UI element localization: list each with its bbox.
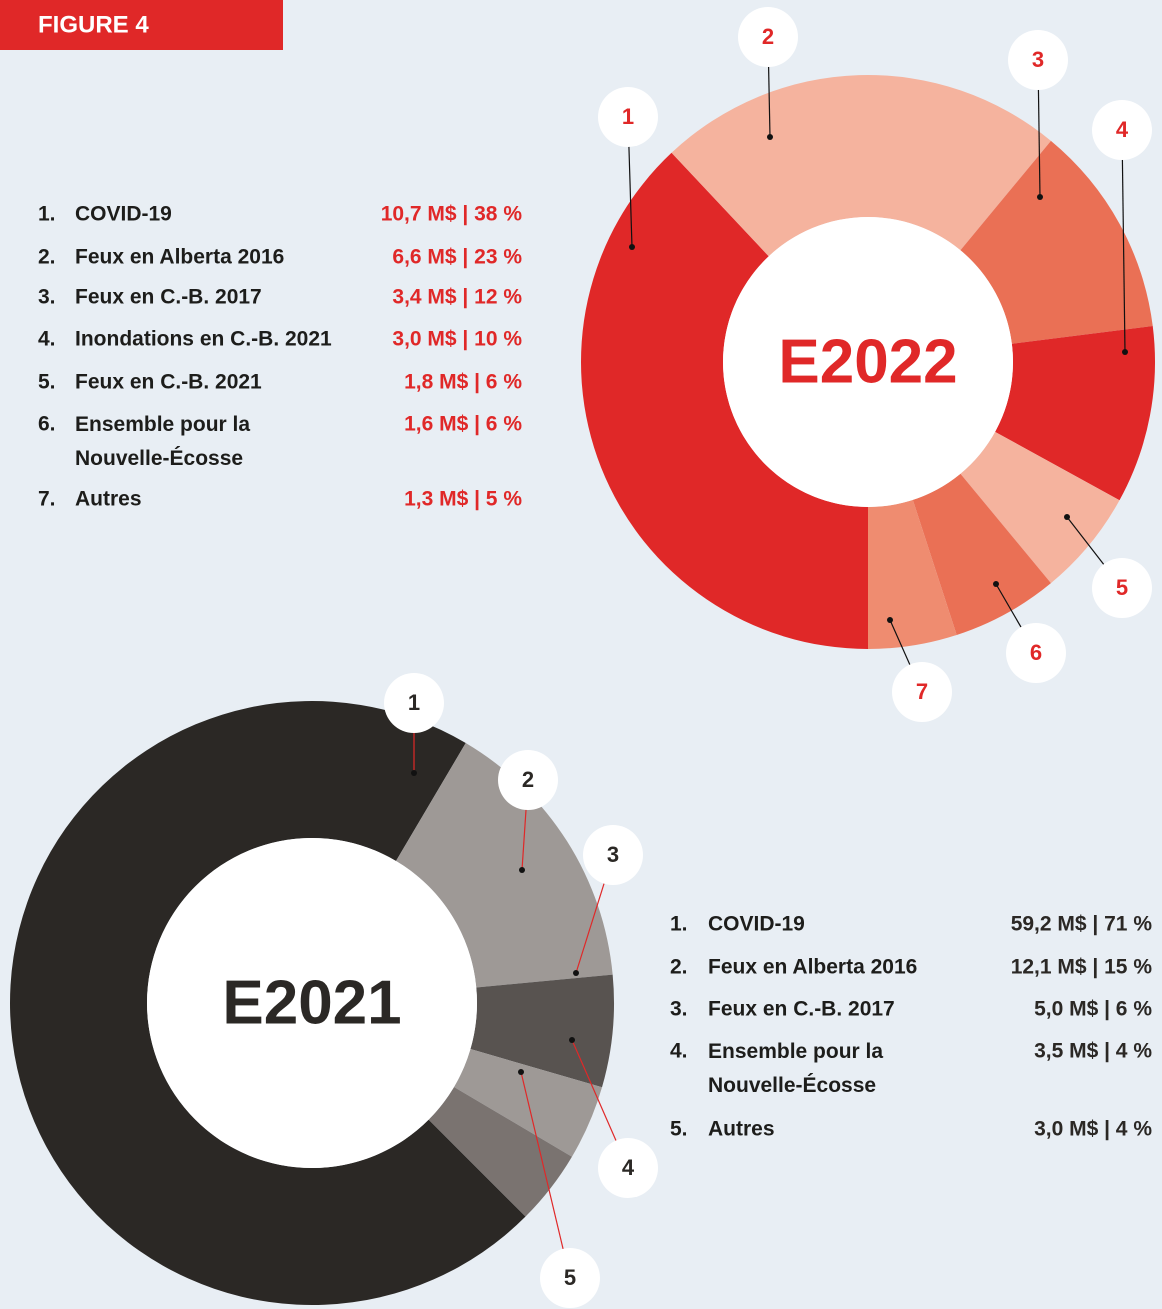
legend-key: 4. [670,1040,688,1063]
legend-key: 1. [38,203,56,226]
key-badge-label: 2 [762,24,774,49]
key-badge [892,662,952,722]
key-badge-label: 6 [1030,640,1042,665]
key-badge [598,1138,658,1198]
key-badge-label: 7 [916,679,928,704]
legend-value: 10,7 M$ | 38 % [381,203,523,226]
legend-name: Inondations en C.-B. 2021 [75,328,332,351]
donut-segment [960,431,1120,584]
leader-dot [767,134,773,140]
legend-name: Autres [708,1118,775,1141]
leader-dot [573,970,579,976]
legend-value: 6,6 M$ | 23 % [392,246,522,269]
legend-key: 2. [670,956,688,979]
leader-dot [518,1069,524,1075]
key-badge [540,1248,600,1308]
donut-segment [868,499,957,649]
leader-dot [411,770,417,776]
key-badge [1092,100,1152,160]
donut-segment [912,473,1051,635]
legend-name: Feux en C.-B. 2021 [75,371,262,394]
key-badge [1008,30,1068,90]
legend-key: 3. [670,998,688,1021]
legend-name: Ensemble pour la Nouvelle-Écosse [708,1040,883,1097]
donut-segment [671,74,1051,257]
leader-dot [629,244,635,250]
legend-value: 3,0 M$ | 4 % [1034,1118,1152,1141]
center-label: E2021 [222,968,401,1037]
legend-key: 5. [38,371,56,394]
donut-segment [428,1086,572,1217]
key-badge-label: 3 [607,842,619,867]
figure-label: FIGURE 4 [38,11,149,38]
legend-value: 3,5 M$ | 4 % [1034,1040,1152,1063]
legend-key: 3. [38,286,56,309]
leader-dot [519,867,525,873]
leader-dot [1122,349,1128,355]
legend-key: 1. [670,913,688,936]
key-badge-label: 4 [622,1155,635,1180]
key-badge-label: 5 [564,1265,576,1290]
key-badge-label: 3 [1032,47,1044,72]
center-label: E2022 [778,327,957,396]
legend-value: 1,6 M$ | 6 % [404,413,522,436]
key-badge-label: 1 [408,690,420,715]
leader-dot [993,581,999,587]
figure-banner [0,0,283,50]
donut-segment [395,743,613,988]
donut-segment [580,152,868,649]
legend-name: COVID-19 [708,913,805,936]
leader-line [1121,129,1126,353]
key-badge-label: 1 [622,104,634,129]
legend-name: Autres [75,488,142,511]
donut-hole [723,217,1013,507]
donut-segment [960,140,1153,344]
key-badge [498,750,558,810]
leader-dot [887,617,893,623]
leader-dot [1064,514,1070,520]
key-badge [1092,558,1152,618]
legend-name: Feux en Alberta 2016 [708,956,917,979]
leader-dot [1037,194,1043,200]
donut-hole [147,838,477,1168]
legend-name: Feux en C.-B. 2017 [75,286,262,309]
legend-value: 3,0 M$ | 10 % [392,328,522,351]
key-badge [384,673,444,733]
legend-key: 6. [38,413,56,436]
legend-value: 5,0 M$ | 6 % [1034,998,1152,1021]
donut-segment [470,974,614,1088]
legend-key: 5. [670,1118,688,1141]
key-badge-label: 5 [1116,575,1128,600]
legend-name: Ensemble pour la Nouvelle-Écosse [75,413,250,470]
key-badge [1006,623,1066,683]
legend-name: COVID-19 [75,203,172,226]
donut-segment [10,701,526,1305]
key-badge [598,87,658,147]
legend-value: 12,1 M$ | 15 % [1011,956,1153,979]
key-badge-label: 2 [522,767,534,792]
leader-line [520,1071,571,1279]
donut-segment [995,326,1155,501]
key-badge [583,825,643,885]
legend-name: Feux en C.-B. 2017 [708,998,895,1021]
legend-value: 1,8 M$ | 6 % [404,371,522,394]
key-badge [738,7,798,67]
legend-key: 7. [38,488,56,511]
legend-value: 59,2 M$ | 71 % [1011,913,1153,936]
leader-dot [569,1037,575,1043]
legend-value: 3,4 M$ | 12 % [392,286,522,309]
legend-key: 4. [38,328,56,351]
key-badge-label: 4 [1116,117,1129,142]
legend-name: Feux en Alberta 2016 [75,246,284,269]
legend-key: 2. [38,246,56,269]
legend-value: 1,3 M$ | 5 % [404,488,522,511]
